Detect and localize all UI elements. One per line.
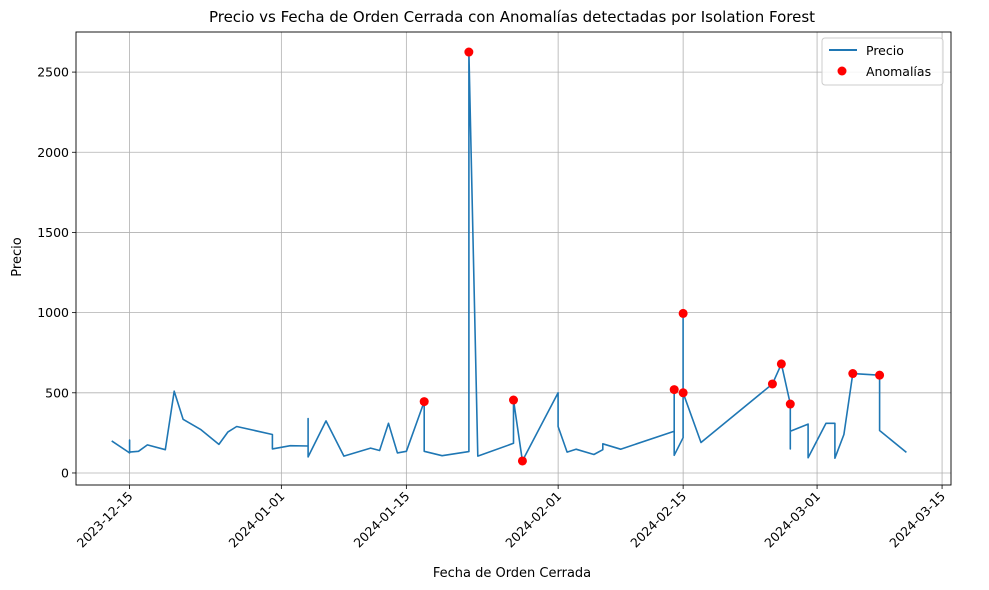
x-tick-label: 2023-12-15 [74, 489, 136, 551]
chart-title: Precio vs Fecha de Orden Cerrada con Ano… [209, 8, 815, 26]
anomaly-point [875, 370, 885, 380]
x-tick-label: 2024-03-01 [761, 489, 823, 551]
y-tick-label: 2500 [37, 65, 69, 80]
x-tick-label: 2024-01-15 [350, 489, 412, 551]
x-tick-label: 2024-03-15 [886, 489, 948, 551]
y-axis: 0 500 1000 1500 2000 2500 [37, 65, 76, 480]
legend-marker-swatch [837, 66, 847, 76]
anomaly-point [848, 369, 858, 379]
legend-label-anomalias: Anomalías [866, 64, 931, 79]
y-tick-label: 2000 [37, 145, 69, 160]
legend-label-precio: Precio [866, 43, 904, 58]
anomaly-point [509, 395, 518, 405]
anomaly-point [767, 379, 777, 389]
legend: Precio Anomalías [821, 37, 944, 86]
x-axis: 2023-12-15 2024-01-01 2024-01-15 2024-02-01… [74, 485, 948, 550]
grid [76, 32, 951, 485]
anomaly-point [785, 399, 795, 409]
axes-frame [75, 31, 952, 486]
x-axis-label: Fecha de Orden Cerrada [433, 566, 591, 581]
y-tick-label: 500 [45, 385, 69, 400]
y-tick-label: 0 [61, 465, 69, 480]
anomaly-point [464, 47, 474, 57]
anomaly-point [517, 456, 527, 466]
anomaly-point [678, 308, 688, 318]
anomaly-point [776, 359, 786, 369]
y-axis-label: Precio [10, 237, 25, 276]
anomaly-point [678, 388, 688, 398]
x-tick-label: 2024-02-15 [627, 489, 689, 551]
anomaly-point [419, 397, 429, 407]
precio-line [111, 51, 907, 462]
plot-area [111, 47, 907, 466]
anomaly-point [669, 385, 679, 395]
x-tick-label: 2024-01-01 [225, 489, 287, 551]
y-tick-label: 1500 [37, 225, 69, 240]
x-tick-label: 2024-02-01 [502, 489, 564, 551]
y-tick-label: 1000 [37, 305, 69, 320]
